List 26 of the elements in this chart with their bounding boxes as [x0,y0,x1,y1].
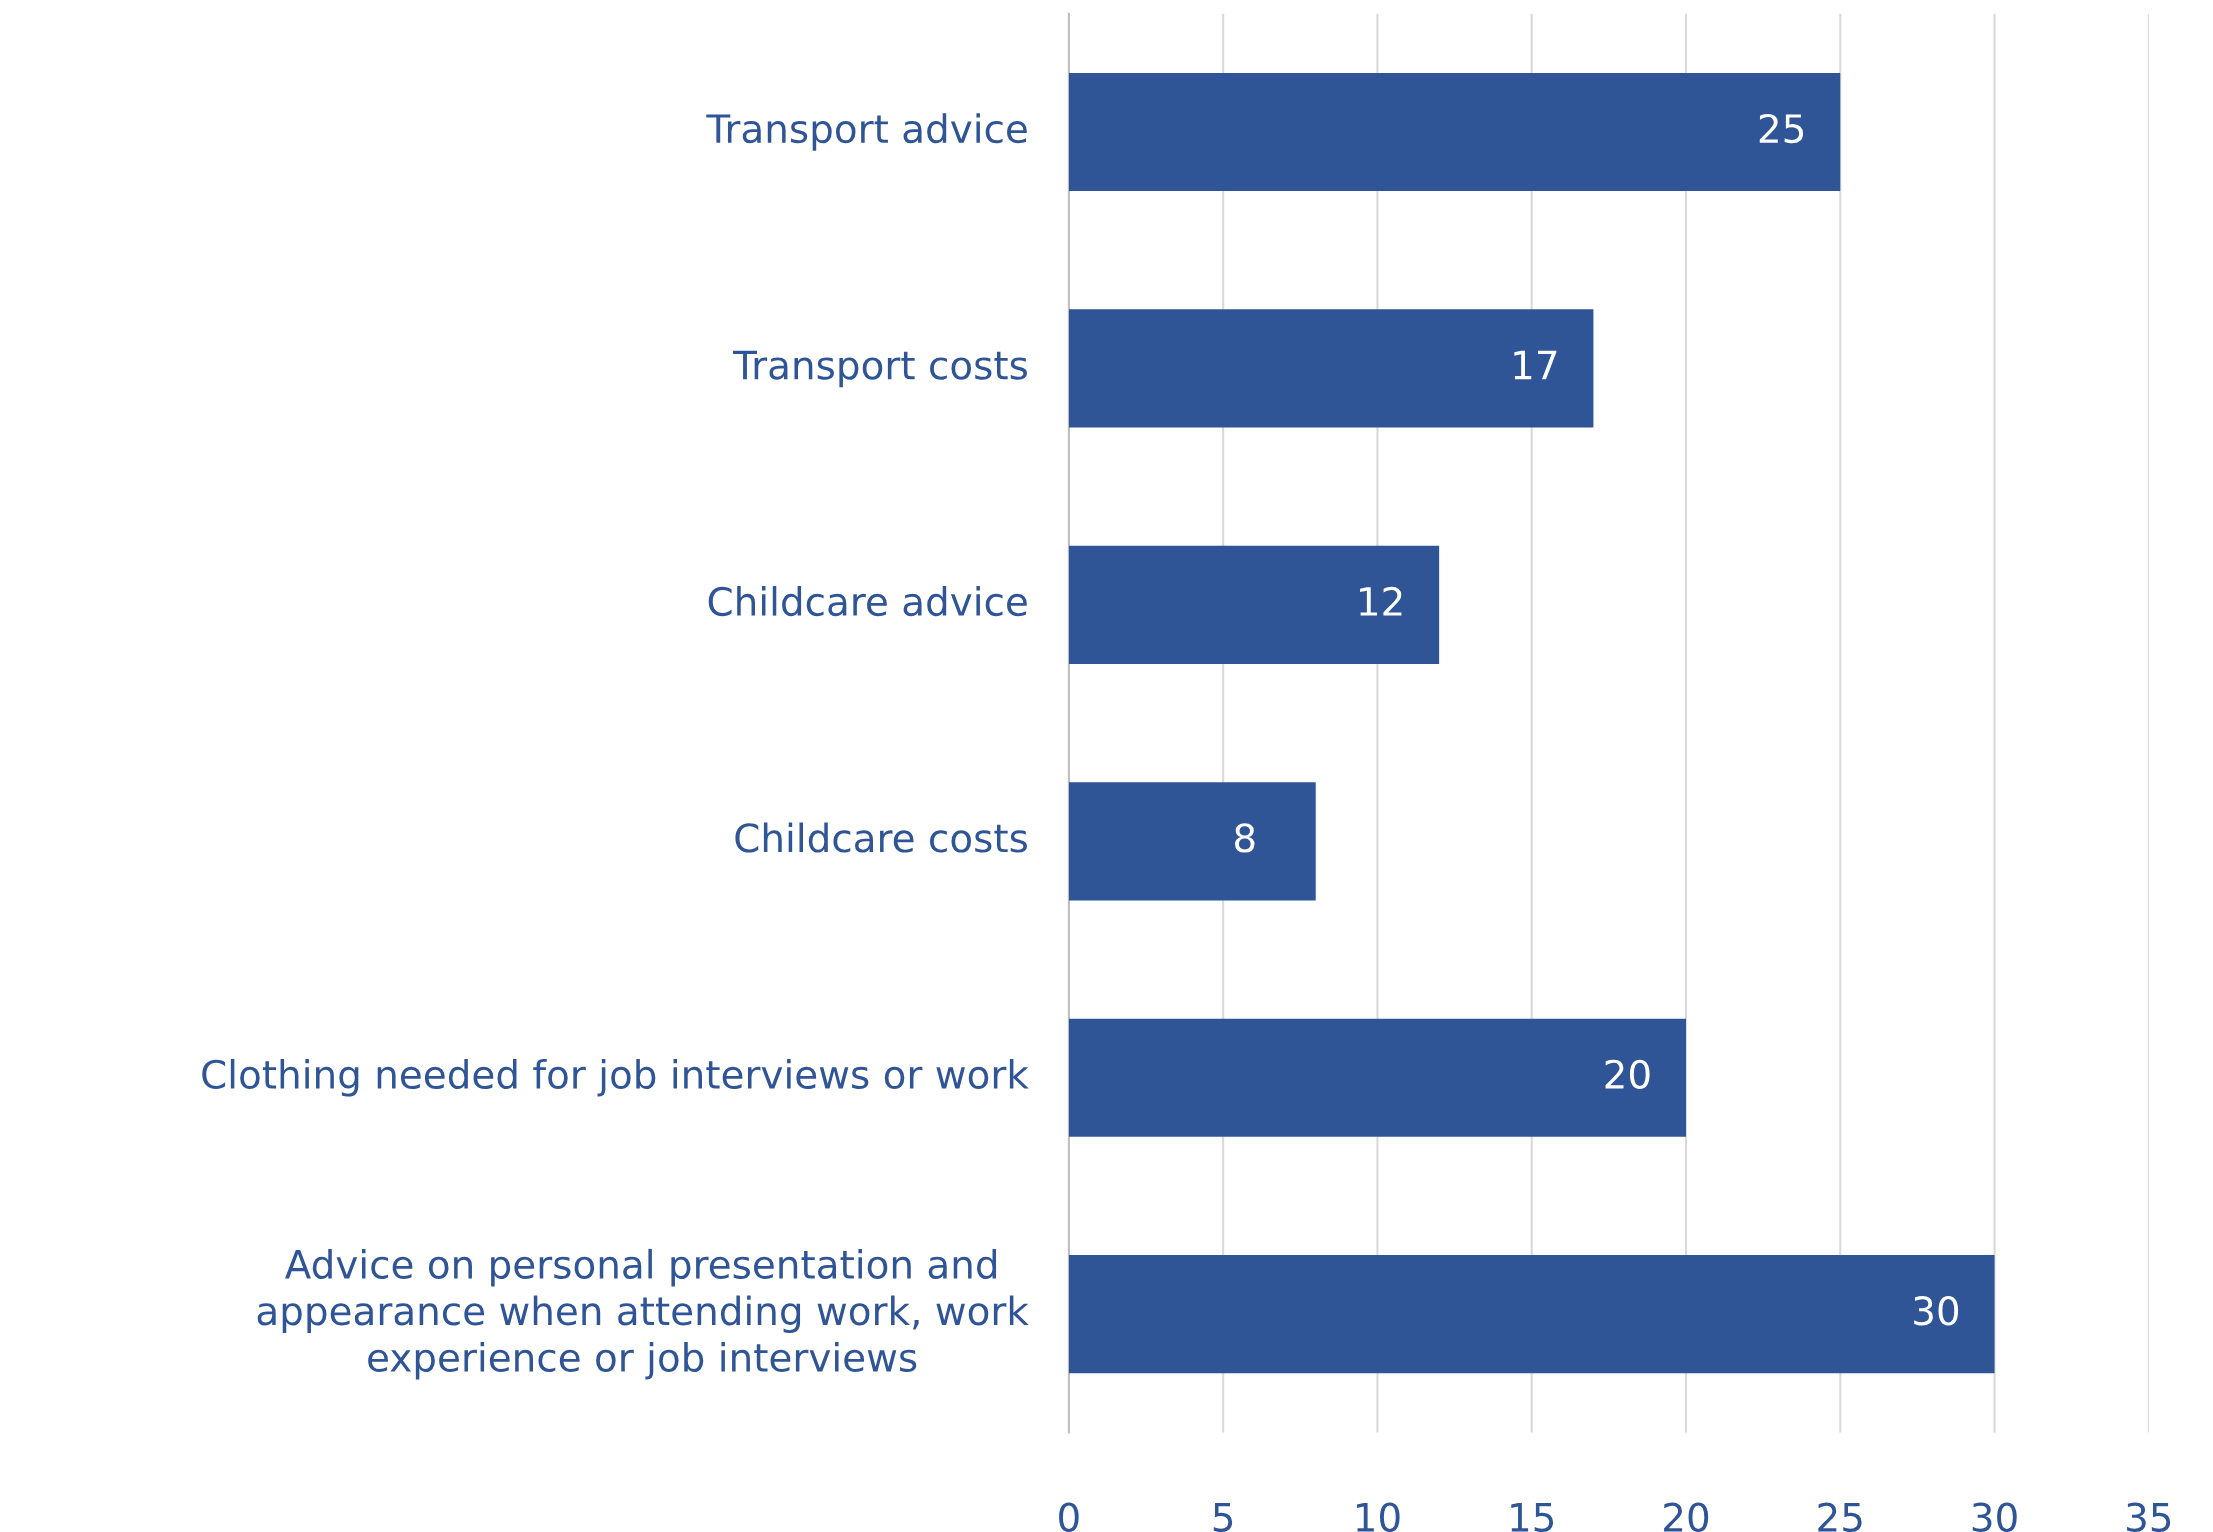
x-tick-label: 35 [2127,1502,2171,1532]
bar [1068,782,1316,901]
x-tick-label: 0 [1059,1502,1079,1532]
data-label: 17 [1514,350,1557,380]
bar [1068,1018,1686,1137]
y-tick-label: Transport costs [733,350,1027,388]
x-tick-label: 25 [1818,1502,1862,1532]
data-label: 30 [1914,1296,1959,1326]
x-tick-label: 30 [1972,1502,2017,1532]
bar [1068,545,1440,664]
data-label: 25 [1759,113,1804,144]
x-tick-label: 10 [1356,1502,1400,1532]
y-tick-label: Clothing needed for job interviews or work [202,1058,1029,1097]
x-tick-label: 20 [1664,1502,1709,1532]
y-tick-label: Transport advice [706,113,1027,151]
data-label: 20 [1605,1059,1650,1090]
bar [1068,309,1594,428]
y-tick-label: Advice on personal presentation and appearance when attending work, work experience or job interviews [257,1248,1029,1380]
data-label: 8 [1235,823,1255,853]
y-tick-label: Childcare costs [735,822,1027,853]
data-label: 12 [1360,586,1402,616]
bar [1068,72,1841,192]
bar [1068,1255,1995,1374]
x-tick-label: 5 [1213,1503,1233,1532]
y-tick-label: Childcare advice [708,586,1027,617]
x-tick-label: 15 [1511,1503,1554,1532]
